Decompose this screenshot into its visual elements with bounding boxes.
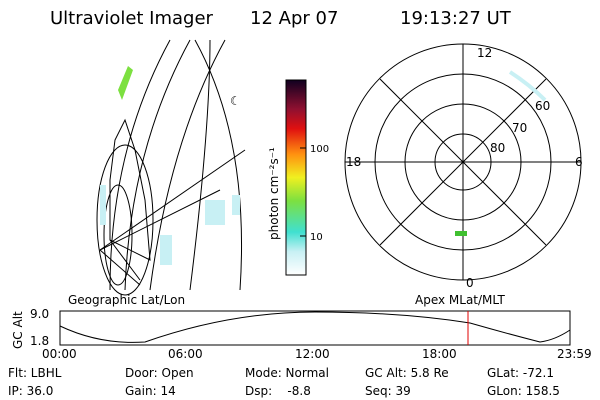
footer-field: GLat: -72.1 <box>487 366 554 380</box>
title: Ultraviolet Imager <box>50 8 214 29</box>
colorbar-tick-label: 10 <box>310 232 323 243</box>
lat-label: 60 <box>535 99 550 113</box>
colorbar-tick-label: 100 <box>310 144 329 155</box>
x-tick-label: 23:59 <box>557 347 592 361</box>
x-tick-label: 12:00 <box>295 347 330 361</box>
footer-field: Mode: Normal <box>245 366 329 380</box>
date: 12 Apr 07 <box>250 8 338 29</box>
aurora-spot <box>118 66 133 100</box>
footer-field: GC Alt: 5.8 Re <box>365 366 449 380</box>
lat-label: 70 <box>512 121 527 135</box>
time: 19:13:27 UT <box>400 8 512 29</box>
y-tick-label: 1.8 <box>30 334 49 348</box>
y-tick-label: 9.0 <box>30 307 49 321</box>
footer: Flt: LBHL Door: Open Mode: Normal GC Alt: 5… <box>8 366 560 398</box>
x-tick-label: 18:00 <box>422 347 457 361</box>
x-tick-label: 00:00 <box>42 347 77 361</box>
lat-label: 80 <box>490 141 505 155</box>
moon-symbol: ☾ <box>230 94 241 108</box>
mlt-label: 0 <box>466 276 474 290</box>
footer-field: GLon: 158.5 <box>487 384 560 398</box>
map-label: Geographic Lat/Lon <box>68 293 185 307</box>
geographic-map: ☾ <box>96 39 246 296</box>
x-tick-label: 06:00 <box>168 347 203 361</box>
footer-field: Seq: 39 <box>365 384 411 398</box>
footer-field: Door: Open <box>125 366 194 380</box>
footer-field: Flt: LBHL <box>8 366 62 380</box>
footer-field: IP: 36.0 <box>8 384 53 398</box>
polar-label: Apex MLat/MLT <box>415 293 505 307</box>
altitude-curve <box>59 311 571 343</box>
y-axis-label: GC Alt <box>11 311 25 349</box>
mlt-label: 12 <box>477 46 492 60</box>
footer-field: Dsp: -8.8 <box>245 384 311 398</box>
polar-plot <box>344 43 582 281</box>
timeline-box <box>59 310 571 346</box>
mlt-label: 6 <box>575 155 583 169</box>
colorbar-label: photon cm⁻²s⁻¹ <box>267 147 281 240</box>
mlt-label: 18 <box>346 155 361 169</box>
colorbar <box>285 79 307 276</box>
footer-field: Gain: 14 <box>125 384 176 398</box>
